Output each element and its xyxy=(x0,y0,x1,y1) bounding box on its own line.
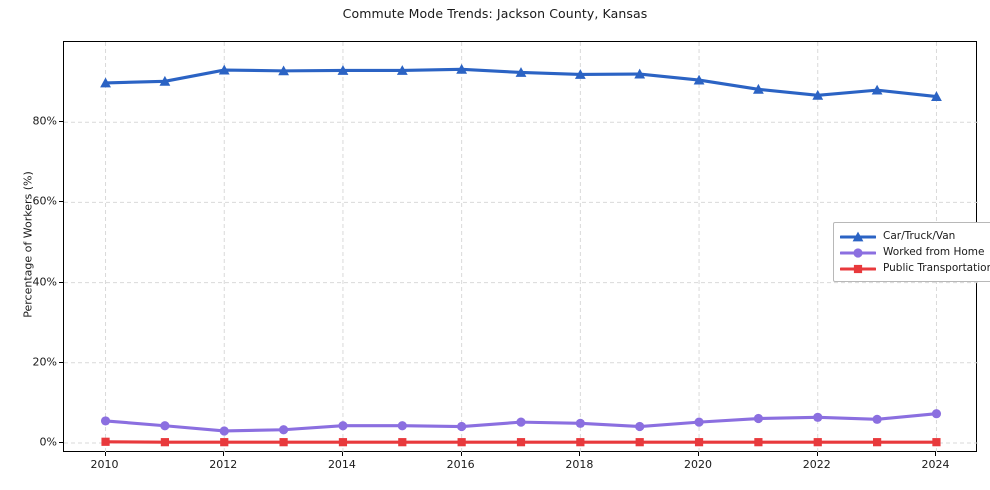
data-point-marker xyxy=(812,89,824,100)
data-point-marker xyxy=(873,438,882,447)
data-point-marker xyxy=(931,91,942,101)
data-point-marker xyxy=(278,65,289,76)
x-tick-mark xyxy=(341,452,343,456)
data-point-marker xyxy=(693,74,705,85)
legend-swatch-circle-icon xyxy=(839,245,877,259)
data-point-marker xyxy=(635,421,645,432)
data-point-marker xyxy=(852,231,864,242)
legend-item[interactable]: Public Transportation xyxy=(839,260,990,276)
data-point-marker xyxy=(516,417,526,427)
x-tick-label: 2018 xyxy=(565,458,594,471)
legend-label: Worked from Home xyxy=(883,246,985,258)
x-tick-label: 2016 xyxy=(446,458,475,471)
data-point-marker xyxy=(159,75,171,86)
data-point-marker xyxy=(279,438,288,447)
data-point-marker xyxy=(694,438,704,447)
legend-swatch-square-icon xyxy=(839,261,877,275)
data-point-marker xyxy=(457,421,467,432)
y-axis-tick-labels: 0% 20% 40% 60% 80% xyxy=(0,0,63,490)
data-point-marker xyxy=(457,438,466,447)
legend-swatch-triangle-icon xyxy=(839,229,877,243)
data-point-marker xyxy=(278,425,289,435)
data-point-marker xyxy=(813,438,822,447)
series-worked-from-home xyxy=(100,409,942,436)
data-point-marker xyxy=(515,67,527,77)
x-tick-mark xyxy=(816,452,818,456)
series-car-truck-van xyxy=(100,63,942,101)
legend-item[interactable]: Car/Truck/Van xyxy=(839,228,990,244)
y-tick-label: 40% xyxy=(32,275,57,289)
data-point-marker xyxy=(100,416,111,426)
y-tick-mark xyxy=(59,201,63,203)
legend-label: Car/Truck/Van xyxy=(883,230,956,242)
data-point-marker xyxy=(932,438,941,447)
x-tick-mark xyxy=(460,452,462,456)
data-point-marker xyxy=(574,69,586,79)
x-tick-label: 2010 xyxy=(90,458,119,471)
data-point-marker xyxy=(338,421,348,431)
data-point-marker xyxy=(160,438,169,447)
data-point-marker xyxy=(754,438,763,447)
y-tick-label: 20% xyxy=(32,355,57,369)
y-tick-mark xyxy=(59,441,63,443)
data-point-marker xyxy=(397,421,407,431)
plot-area xyxy=(63,41,978,453)
data-point-marker xyxy=(694,417,704,427)
x-tick-mark xyxy=(698,452,700,456)
x-tick-label: 2014 xyxy=(327,458,356,471)
x-tick-mark xyxy=(104,452,106,456)
data-point-marker xyxy=(218,64,230,75)
data-point-marker xyxy=(100,77,111,88)
data-point-marker xyxy=(634,68,646,79)
data-point-marker xyxy=(931,409,942,419)
x-tick-mark xyxy=(223,452,225,456)
y-tick-label: 60% xyxy=(32,194,57,208)
y-tick-mark xyxy=(59,281,63,283)
data-point-marker xyxy=(853,264,863,274)
data-point-marker xyxy=(220,438,229,447)
x-tick-label: 2024 xyxy=(921,458,950,471)
x-tick-label: 2022 xyxy=(802,458,831,471)
data-point-marker xyxy=(576,438,585,447)
data-point-marker xyxy=(753,413,764,424)
x-tick-label: 2012 xyxy=(209,458,238,471)
data-point-marker xyxy=(516,438,526,447)
data-point-marker xyxy=(396,65,408,75)
y-tick-label: 0% xyxy=(39,435,57,449)
data-point-marker xyxy=(338,438,348,447)
data-point-marker xyxy=(871,84,883,95)
chart-title: Commute Mode Trends: Jackson County, Kan… xyxy=(342,6,648,21)
y-tick-mark xyxy=(59,121,63,123)
x-tick-mark xyxy=(935,452,937,456)
data-series-layer xyxy=(100,63,942,447)
data-point-marker xyxy=(813,412,823,422)
data-point-marker xyxy=(853,248,863,258)
data-point-marker xyxy=(635,438,644,447)
chart-legend[interactable]: Car/Truck/Van Worked from Home Public Tran… xyxy=(833,222,990,282)
data-point-marker xyxy=(872,414,882,424)
data-point-marker xyxy=(398,438,407,447)
data-point-marker xyxy=(456,63,468,74)
y-tick-mark xyxy=(59,361,63,363)
legend-item[interactable]: Worked from Home xyxy=(839,244,990,260)
data-point-marker xyxy=(219,426,229,436)
x-tick-label: 2020 xyxy=(684,458,713,471)
data-point-marker xyxy=(101,437,110,446)
data-point-marker xyxy=(160,421,170,431)
x-tick-mark xyxy=(579,452,581,456)
data-point-marker xyxy=(575,418,585,428)
series-public-transportation xyxy=(101,437,941,447)
data-point-marker xyxy=(753,83,764,94)
data-point-marker xyxy=(337,65,349,75)
legend-label: Public Transportation xyxy=(883,262,990,274)
y-tick-label: 80% xyxy=(32,114,57,128)
